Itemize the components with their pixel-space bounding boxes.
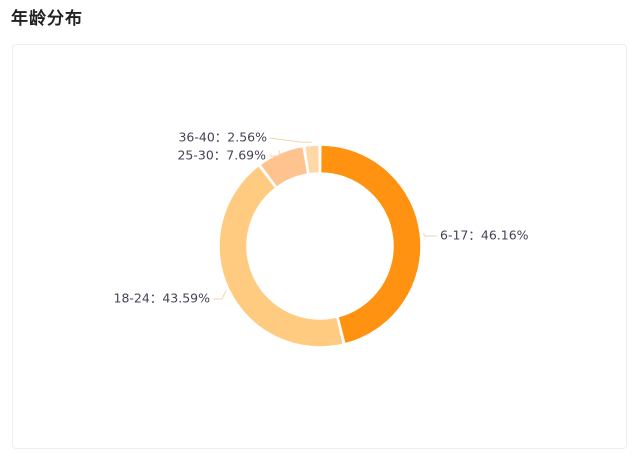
donut-slice-6-17[interactable] — [319, 144, 422, 345]
page-title: 年龄分布 — [11, 9, 83, 29]
chart-card — [12, 44, 627, 449]
donut-slice-25-30[interactable] — [258, 145, 309, 189]
leader-line-6-17 — [422, 233, 437, 237]
leader-lines-layer — [213, 137, 437, 300]
leader-line-36-40 — [269, 137, 312, 143]
slice-labels-layer: 6-17：46.16% 18-24：43.59% 25-30：7.69% 36-40：… — [114, 130, 529, 306]
donut-slice-18-24[interactable] — [218, 164, 345, 348]
leader-line-18-24 — [213, 290, 227, 300]
slice-label-6-17: 6-17：46.16% — [440, 228, 529, 243]
slices-layer — [218, 144, 422, 348]
leader-line-25-30 — [269, 150, 280, 157]
slice-label-18-24: 18-24：43.59% — [114, 291, 211, 306]
donut-slice-36-40[interactable] — [303, 144, 321, 175]
slice-label-25-30: 25-30：7.69% — [177, 148, 266, 163]
slice-label-36-40: 36-40：2.56% — [178, 130, 267, 145]
